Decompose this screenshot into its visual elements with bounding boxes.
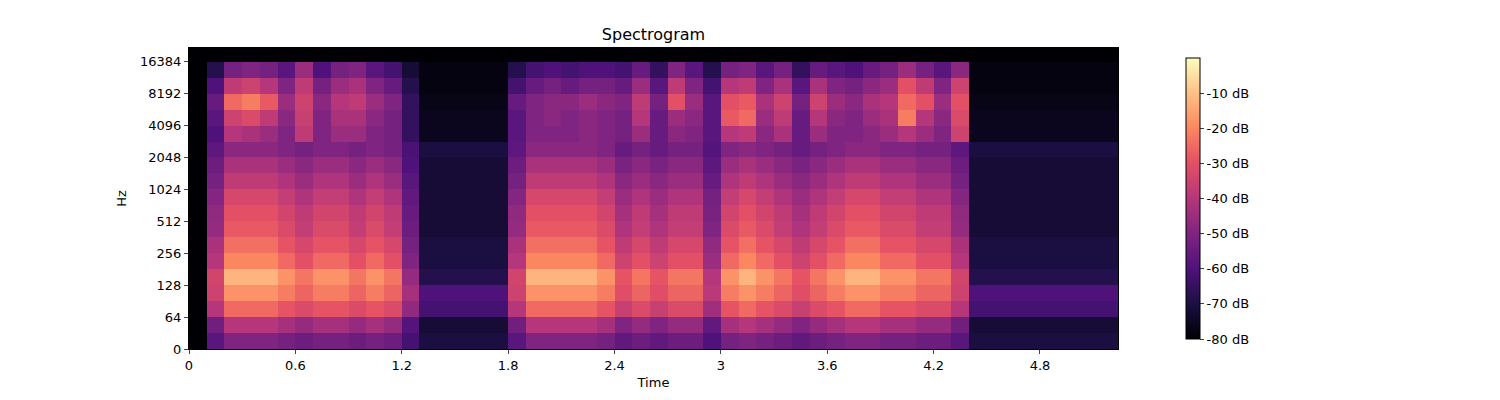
svg-text:-10 dB: -10 dB	[1207, 86, 1250, 101]
svg-text:8192: 8192	[148, 86, 181, 101]
svg-text:1024: 1024	[148, 182, 181, 197]
svg-text:2048: 2048	[148, 150, 181, 165]
svg-text:-40 dB: -40 dB	[1207, 191, 1250, 206]
svg-text:4096: 4096	[148, 118, 181, 133]
svg-text:1.2: 1.2	[391, 358, 412, 373]
svg-text:64: 64	[165, 310, 182, 325]
svg-text:-20 dB: -20 dB	[1207, 121, 1250, 136]
svg-text:0.6: 0.6	[285, 358, 306, 373]
svg-text:3: 3	[717, 358, 725, 373]
svg-text:16384: 16384	[140, 54, 181, 69]
svg-text:3.6: 3.6	[817, 358, 838, 373]
svg-text:-30 dB: -30 dB	[1207, 156, 1250, 171]
svg-text:4.8: 4.8	[1030, 358, 1051, 373]
svg-text:-50 dB: -50 dB	[1207, 226, 1250, 241]
svg-text:128: 128	[157, 278, 182, 293]
svg-text:0: 0	[185, 358, 193, 373]
svg-text:-80 dB: -80 dB	[1207, 332, 1250, 347]
svg-text:256: 256	[157, 246, 182, 261]
svg-text:1.8: 1.8	[498, 358, 519, 373]
svg-text:4.2: 4.2	[923, 358, 944, 373]
svg-text:-70 dB: -70 dB	[1207, 296, 1250, 311]
svg-text:-60 dB: -60 dB	[1207, 261, 1250, 276]
svg-text:Spectrogram: Spectrogram	[602, 25, 705, 44]
svg-text:Time: Time	[637, 375, 670, 390]
svg-text:2.4: 2.4	[604, 358, 625, 373]
svg-text:512: 512	[157, 214, 182, 229]
svg-text:0: 0	[173, 342, 181, 357]
svg-text:Hz: Hz	[114, 190, 129, 207]
